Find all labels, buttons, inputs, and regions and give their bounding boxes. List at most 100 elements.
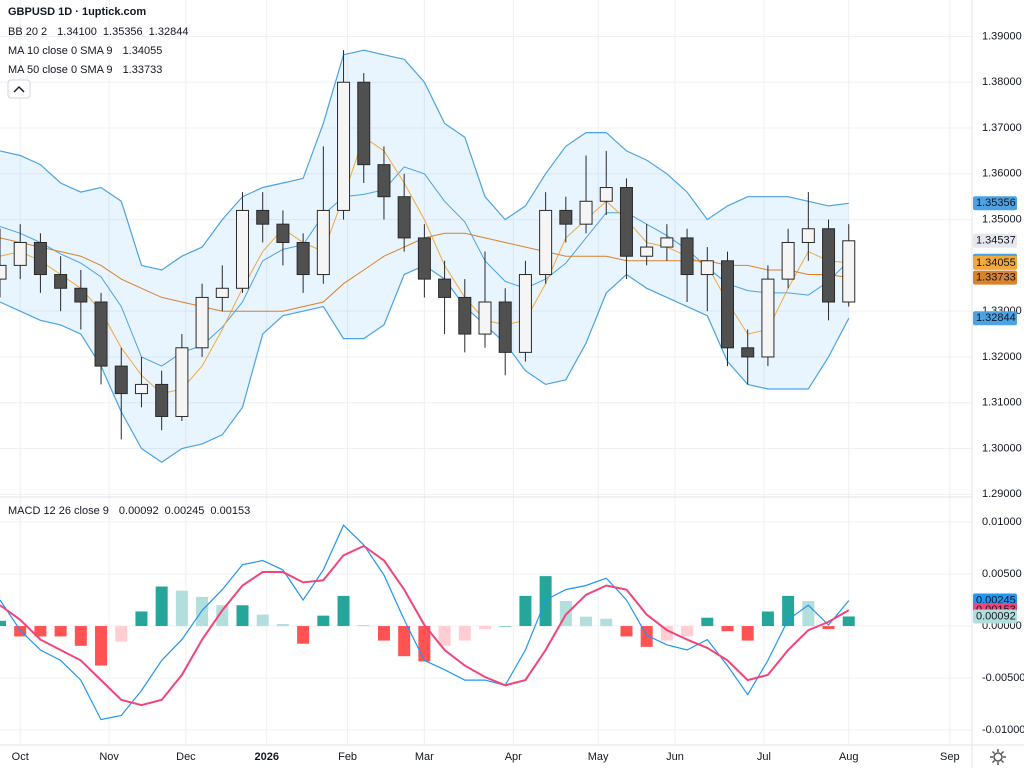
macd-histogram-bar — [782, 595, 795, 627]
candle-body — [0, 264, 7, 280]
candle-body — [599, 187, 613, 202]
bollinger-upper — [0, 49, 849, 271]
macd-histogram-bar — [701, 617, 714, 627]
macd-histogram-bar — [398, 626, 411, 657]
price-badge-label: 1.32844 — [976, 312, 1016, 324]
price-badge — [973, 609, 1017, 624]
candle-body — [438, 278, 452, 298]
macd-histogram-bar — [95, 626, 108, 666]
macd-histogram-bar — [479, 626, 491, 630]
macd-histogram-bar — [216, 605, 229, 627]
candle-body — [640, 246, 654, 257]
settings-icon-spokes[interactable] — [990, 749, 1006, 765]
legend-value: 1.32844 — [149, 26, 189, 38]
macd-histogram-bar — [14, 626, 27, 637]
legend-value: 1.35356 — [103, 26, 143, 38]
candle-body — [539, 209, 553, 276]
price-badge-label: 0.00092 — [976, 610, 1016, 622]
macd-histogram-bar — [499, 626, 512, 627]
legend-name: MA 50 close 0 SMA 9 — [8, 64, 113, 76]
x-tick-label: 2026 — [255, 751, 279, 763]
candle-body — [54, 274, 68, 289]
y-tick-label: 1.32000 — [982, 351, 1022, 363]
candle-body — [498, 301, 512, 353]
candle-body — [236, 209, 249, 289]
candle-body — [33, 241, 47, 276]
collapse-button[interactable] — [7, 79, 31, 99]
macd-histogram-bar — [357, 624, 370, 627]
y-tick-label: 1.36000 — [982, 168, 1022, 180]
legend-name: BB 20 2 — [8, 26, 47, 38]
candle-body — [761, 278, 775, 358]
macd-histogram-bar — [721, 626, 734, 632]
macd-line — [0, 524, 850, 721]
candle-body — [377, 164, 391, 198]
macd-histogram-bar — [175, 590, 188, 627]
legend-value: 0.00153 — [210, 505, 250, 517]
candle-body — [579, 200, 593, 225]
macd-histogram-bar — [600, 618, 613, 627]
y-tick-label: 1.37000 — [982, 122, 1022, 134]
x-tick-label: Apr — [505, 751, 522, 763]
price-badge-label: 1.34055 — [976, 257, 1016, 269]
x-tick-label: Nov — [99, 751, 119, 763]
candle-body — [215, 287, 229, 298]
candle-body — [822, 228, 836, 303]
x-tick-label: Jun — [666, 751, 684, 763]
macd-histogram-bar — [377, 626, 390, 641]
legend-value: 0.00245 — [165, 505, 205, 517]
macd-histogram-bar — [115, 626, 128, 642]
y-tick-label: 1.39000 — [982, 30, 1022, 42]
x-tick-label: Dec — [176, 751, 196, 763]
candle-body — [175, 347, 189, 417]
price-badge — [973, 196, 1017, 211]
candle-body — [559, 209, 573, 225]
candle-body — [741, 347, 755, 358]
macd-histogram-bar — [54, 626, 67, 637]
macd-histogram-bar — [822, 626, 835, 630]
legend-value: 1.34100 — [57, 26, 97, 38]
marks — [0, 49, 856, 721]
candle-body — [155, 383, 169, 417]
legend-name: MACD 12 26 close 9 — [8, 505, 109, 517]
macd-histogram-bar — [135, 611, 148, 627]
price-badge-label: 1.35356 — [976, 197, 1016, 209]
candle-body — [195, 296, 209, 349]
y-tick-label: 0.01000 — [982, 516, 1022, 528]
x-tick-label: Jul — [757, 751, 771, 763]
candle-body — [680, 237, 694, 276]
macd-histogram-bar — [741, 626, 754, 641]
candle-body — [296, 241, 310, 276]
candle-body — [357, 81, 371, 166]
price-badge — [973, 270, 1017, 285]
labels: GBPUSD 1D · 1uptick.com Oct Nov Dec 2026 Feb… — [8, 6, 1024, 763]
price-badge — [973, 311, 1017, 326]
y-tick-label: 1.35000 — [982, 213, 1022, 225]
candle-body — [94, 301, 108, 367]
macd-histogram-bar — [580, 616, 593, 627]
candle-body — [801, 228, 815, 243]
x-tick-label: Aug — [839, 751, 859, 763]
candle-body — [13, 241, 27, 266]
collapse-button-box[interactable] — [7, 79, 31, 99]
candle-body — [700, 260, 714, 276]
y-tick-label: 1.30000 — [982, 442, 1022, 454]
candle-body — [478, 301, 492, 335]
chart-title: GBPUSD 1D · 1uptick.com — [8, 6, 146, 18]
macd-histogram-bar — [519, 595, 532, 627]
y-tick-label: 1.38000 — [982, 76, 1022, 88]
y-tick-label: -0.01000 — [982, 724, 1024, 736]
macd-histogram-bar — [0, 620, 6, 627]
macd-histogram-bar — [620, 626, 633, 637]
candle-body — [74, 287, 88, 303]
legend-value: 1.33733 — [123, 64, 163, 76]
y-tick-label: 0.00500 — [982, 568, 1022, 580]
candle-body — [337, 81, 351, 211]
macd-histogram-bar — [317, 615, 330, 627]
settings-icon[interactable] — [993, 752, 1003, 762]
settings-button[interactable] — [990, 749, 1006, 765]
macd-histogram-bar — [236, 605, 249, 627]
candle-body — [458, 296, 472, 335]
collapse-icon[interactable] — [13, 86, 25, 93]
price-badge-label: 1.34537 — [976, 235, 1016, 247]
